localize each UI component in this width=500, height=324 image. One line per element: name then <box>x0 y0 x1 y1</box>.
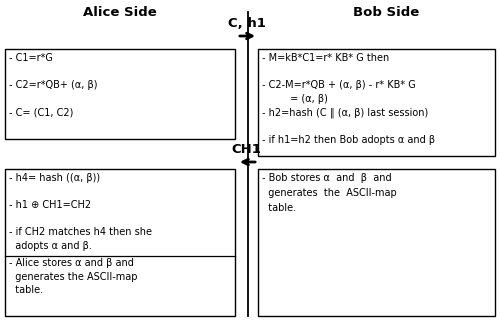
Text: CH1: CH1 <box>232 143 262 156</box>
Text: C, h1: C, h1 <box>228 17 266 30</box>
Text: - Alice stores α and β and
  generates the ASCII-map
  table.: - Alice stores α and β and generates the… <box>9 258 138 295</box>
FancyBboxPatch shape <box>258 49 495 156</box>
FancyBboxPatch shape <box>5 169 235 316</box>
Text: - Bob stores α  and  β  and
  generates  the  ASCII-map
  table.: - Bob stores α and β and generates the A… <box>262 173 397 213</box>
Text: Bob Side: Bob Side <box>354 6 420 19</box>
Text: - h4= hash ((α, β))

- h1 ⊕ CH1=CH2

- if CH2 matches h4 then she
  adopts α and: - h4= hash ((α, β)) - h1 ⊕ CH1=CH2 - if … <box>9 173 152 251</box>
Text: - C1=r*G

- C2=r*QB+ (α, β)

- C= (C1, C2): - C1=r*G - C2=r*QB+ (α, β) - C= (C1, C2) <box>9 53 98 117</box>
Text: Alice Side: Alice Side <box>83 6 157 19</box>
FancyBboxPatch shape <box>5 49 235 139</box>
Text: - M=kB*C1=r* KB* G then

- C2-M=r*QB + (α, β) - r* KB* G
         = (α, β)
- h2=: - M=kB*C1=r* KB* G then - C2-M=r*QB + (α… <box>262 53 435 145</box>
FancyBboxPatch shape <box>258 169 495 316</box>
